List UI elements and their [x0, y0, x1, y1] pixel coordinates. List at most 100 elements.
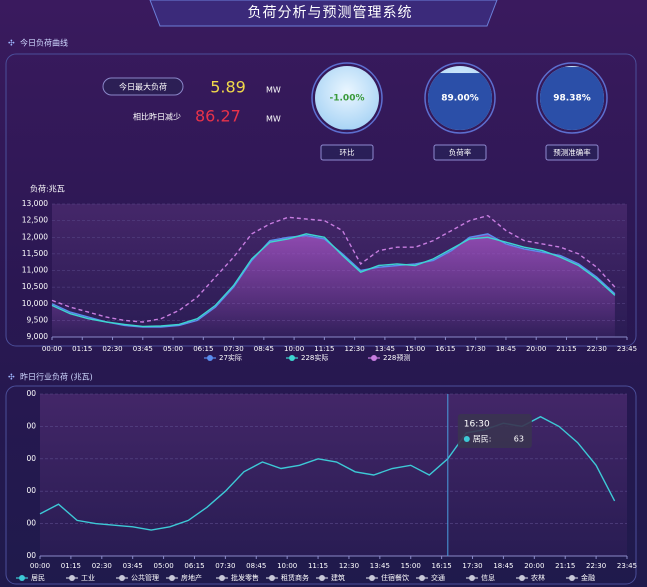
tooltip-name: 居民:	[473, 435, 492, 444]
tooltip-value: 63	[514, 435, 524, 444]
series-line	[51, 214, 616, 323]
legend-label: 公共管理	[131, 573, 159, 582]
gauge-value: 89.00%	[441, 94, 479, 104]
gauge-ring	[311, 62, 383, 134]
x-tick-label: 15:00	[401, 562, 421, 570]
x-tick-label: 21:15	[555, 562, 575, 570]
legend-label: 租赁商务	[281, 573, 309, 582]
x-tick-label: 16:15	[432, 562, 452, 570]
gauge-value: 98.38%	[553, 94, 591, 104]
x-tick-label: 10:00	[284, 345, 304, 353]
gauge-value: -1.00%	[330, 94, 365, 104]
legend-label: 建筑	[331, 573, 345, 582]
x-tick-label: 05:00	[163, 345, 183, 353]
y-tick-label: 00	[26, 454, 36, 463]
gauge-label-box	[545, 144, 599, 161]
gauge-label: 预测准确率	[553, 147, 591, 157]
x-tick-label: 18:45	[493, 562, 513, 570]
x-tick-label: 12:30	[339, 562, 359, 570]
legend-marker	[207, 355, 213, 361]
gauge-label-box	[320, 144, 374, 161]
kpi-label: 今日最大负荷	[119, 82, 167, 92]
y-tick-label: 12,500	[22, 216, 48, 225]
x-tick-label: 22:30	[587, 345, 607, 353]
tooltip-box	[457, 414, 532, 448]
y-tick-label: 9,000	[27, 332, 49, 341]
legend-label: 居民	[31, 574, 45, 582]
y-tick-label: 9,500	[27, 315, 49, 324]
x-tick-label: 01:15	[61, 562, 81, 570]
gauge-fill	[428, 73, 492, 130]
legend-label: 27实际	[219, 353, 242, 362]
x-tick-label: 08:45	[254, 345, 274, 353]
kpi-change-value: 86.27	[195, 107, 241, 126]
x-tick-label: 00:00	[30, 562, 50, 570]
y-tick-label: 00	[26, 551, 36, 560]
legend-marker	[119, 575, 125, 581]
legend-label: 工业	[81, 573, 95, 582]
y-tick-label: 11,000	[22, 266, 48, 275]
x-tick-label: 08:45	[246, 562, 266, 570]
legend-label: 金融	[581, 573, 595, 582]
gauge-label: 环比	[340, 147, 355, 157]
section-icon: ✣	[8, 39, 15, 48]
x-tick-label: 05:00	[153, 562, 173, 570]
y-tick-label: 00	[26, 389, 36, 398]
gauge-ring	[536, 62, 608, 134]
y-tick-label: 11,500	[22, 249, 48, 258]
x-tick-label: 01:15	[72, 345, 92, 353]
kpi-max-value: 5.89	[210, 78, 246, 97]
x-tick-label: 11:15	[308, 562, 328, 570]
y-tick-label: 00	[26, 486, 36, 495]
header-bar	[149, 0, 498, 27]
tooltip-time: 16:30	[464, 420, 490, 430]
x-tick-label: 02:30	[102, 345, 122, 353]
gauge-ring	[424, 62, 496, 134]
y-tick-label: 00	[26, 421, 36, 430]
kpi-max-unit: MW	[266, 86, 281, 95]
x-tick-label: 10:00	[277, 562, 297, 570]
x-tick-label: 07:30	[215, 562, 235, 570]
gauge-label-box	[433, 144, 487, 161]
legend-label: 住宿餐饮	[381, 573, 409, 582]
header-title: 负荷分析与预测管理系统	[248, 5, 413, 21]
y-tick-label: 00	[26, 519, 36, 528]
kpi-change-unit: MW	[266, 115, 281, 124]
tooltip-dot	[463, 436, 470, 442]
legend-marker	[289, 355, 295, 361]
x-tick-label: 00:00	[42, 345, 62, 353]
x-tick-label: 23:45	[617, 562, 637, 570]
legend-marker	[569, 575, 575, 581]
legend-marker	[469, 575, 475, 581]
x-tick-label: 07:30	[223, 345, 243, 353]
x-tick-label: 20:00	[526, 345, 546, 353]
legend-marker	[369, 575, 375, 581]
legend-label: 交通	[431, 573, 445, 582]
legend-marker	[19, 575, 25, 581]
gauge-base	[315, 66, 379, 130]
x-tick-label: 21:15	[556, 345, 576, 353]
y-tick-label: 10,000	[22, 299, 48, 308]
legend-marker	[169, 575, 175, 581]
x-tick-label: 16:15	[435, 345, 455, 353]
legend-label: 228预测	[383, 353, 410, 362]
gauge-label: 负荷率	[449, 147, 472, 157]
x-tick-label: 03:45	[133, 345, 153, 353]
section-title: 今日负荷曲线	[20, 38, 68, 48]
x-tick-label: 18:45	[496, 345, 516, 353]
series-line	[51, 233, 616, 328]
x-tick-label: 15:00	[405, 345, 425, 353]
legend-label: 房地产	[181, 573, 202, 582]
legend-marker	[319, 575, 325, 581]
legend-marker	[519, 575, 525, 581]
x-tick-label: 02:30	[92, 562, 112, 570]
legend-marker	[219, 575, 225, 581]
y-tick-label: 13,000	[22, 199, 48, 208]
panel	[5, 385, 637, 585]
kpi-change-label: 相比昨日减少	[133, 112, 181, 122]
x-tick-label: 06:15	[193, 345, 213, 353]
gauge-fill	[540, 67, 604, 130]
section-title: 昨日行业负荷 (兆瓦)	[20, 372, 93, 382]
x-tick-label: 22:30	[586, 562, 606, 570]
